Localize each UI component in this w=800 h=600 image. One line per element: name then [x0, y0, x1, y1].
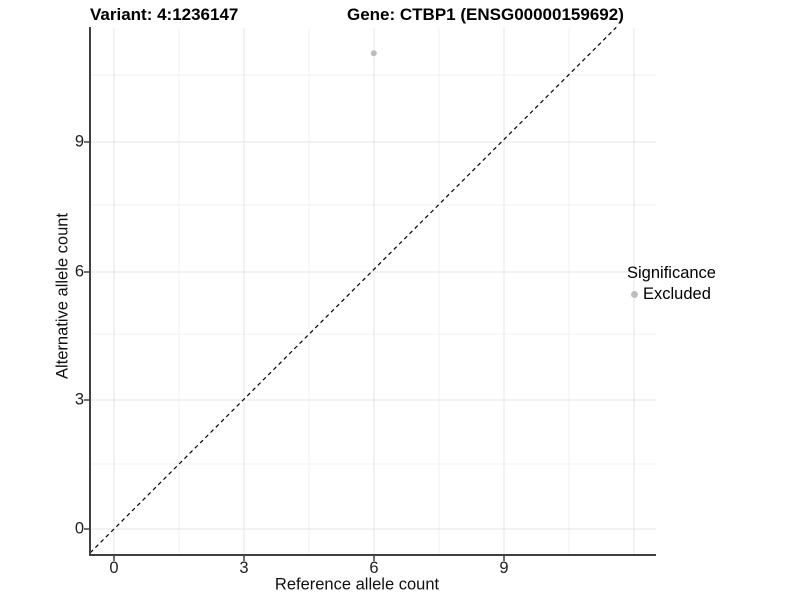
- y-axis-title: Alternative allele count: [53, 212, 72, 380]
- grid-major: [90, 28, 656, 555]
- x-tick-label-3: 3: [239, 559, 249, 577]
- y-tick-label-3: 3: [74, 390, 84, 409]
- x-tick-label-6: 6: [369, 559, 379, 577]
- x-tick-label-0: 0: [109, 559, 119, 577]
- y-tick-label-6: 6: [74, 262, 84, 281]
- identity-line: [89, 26, 617, 554]
- axis-lines: [89, 27, 656, 556]
- data-point: [370, 50, 377, 57]
- y-tick-label-0: 0: [74, 519, 84, 538]
- legend-item-label: Excluded: [643, 285, 711, 303]
- tick-marks: [84, 141, 505, 561]
- grid-minor: [90, 28, 656, 555]
- x-tick-label-9: 9: [499, 559, 509, 577]
- variant-title: Variant: 4:1236147: [90, 5, 239, 24]
- legend: Significance Excluded: [627, 264, 716, 304]
- y-tick-label-9: 9: [74, 132, 84, 151]
- legend-item-excluded: Excluded: [627, 285, 716, 304]
- gene-title: Gene: CTBP1 (ENSG00000159692): [347, 5, 624, 24]
- legend-swatch-dot-icon: [631, 291, 638, 298]
- legend-title: Significance: [627, 264, 716, 282]
- x-axis-title: Reference allele count: [274, 575, 440, 594]
